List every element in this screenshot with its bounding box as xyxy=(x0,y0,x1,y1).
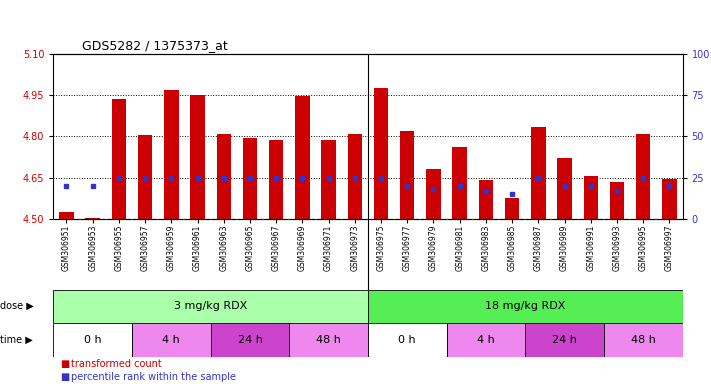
Bar xyxy=(604,323,683,357)
Text: GSM306977: GSM306977 xyxy=(402,225,412,271)
Bar xyxy=(427,169,441,219)
Text: GSM306975: GSM306975 xyxy=(377,225,385,271)
Text: GSM306969: GSM306969 xyxy=(298,225,307,271)
Bar xyxy=(374,88,388,219)
Text: GSM306987: GSM306987 xyxy=(534,225,543,271)
Bar xyxy=(85,217,100,219)
Text: GSM306985: GSM306985 xyxy=(508,225,517,271)
Bar xyxy=(53,290,368,323)
Text: GSM306971: GSM306971 xyxy=(324,225,333,271)
Text: GSM306993: GSM306993 xyxy=(612,225,621,271)
Bar xyxy=(132,323,210,357)
Bar xyxy=(217,134,231,219)
Text: 24 h: 24 h xyxy=(552,335,577,345)
Text: GSM306989: GSM306989 xyxy=(560,225,569,271)
Text: 48 h: 48 h xyxy=(316,335,341,345)
Text: GSM306965: GSM306965 xyxy=(245,225,255,271)
Bar xyxy=(348,134,362,219)
Text: GSM306973: GSM306973 xyxy=(351,225,359,271)
Text: percentile rank within the sample: percentile rank within the sample xyxy=(71,372,236,382)
Text: GSM306963: GSM306963 xyxy=(219,225,228,271)
Text: 18 mg/kg RDX: 18 mg/kg RDX xyxy=(485,301,565,311)
Bar xyxy=(400,131,415,219)
Bar xyxy=(531,127,545,219)
Text: GSM306967: GSM306967 xyxy=(272,225,281,271)
Bar xyxy=(321,141,336,219)
Bar xyxy=(610,182,624,219)
Bar xyxy=(662,179,677,219)
Bar xyxy=(164,89,178,219)
Text: transformed count: transformed count xyxy=(71,359,162,369)
Bar xyxy=(53,323,132,357)
Text: GSM306961: GSM306961 xyxy=(193,225,202,271)
Text: 4 h: 4 h xyxy=(477,335,495,345)
Bar xyxy=(191,95,205,219)
Text: GSM306983: GSM306983 xyxy=(481,225,491,271)
Bar xyxy=(505,198,519,219)
Bar xyxy=(138,135,152,219)
Bar xyxy=(452,147,467,219)
Text: GSM306957: GSM306957 xyxy=(141,225,149,271)
Text: dose ▶: dose ▶ xyxy=(0,301,33,311)
Bar xyxy=(112,99,126,219)
Text: 24 h: 24 h xyxy=(237,335,262,345)
Bar xyxy=(447,323,525,357)
Bar xyxy=(557,158,572,219)
Bar xyxy=(636,134,651,219)
Text: time ▶: time ▶ xyxy=(0,335,33,345)
Bar xyxy=(242,138,257,219)
Text: 3 mg/kg RDX: 3 mg/kg RDX xyxy=(174,301,247,311)
Bar xyxy=(525,323,604,357)
Text: GSM306979: GSM306979 xyxy=(429,225,438,271)
Bar xyxy=(59,212,74,219)
Text: GSM306991: GSM306991 xyxy=(587,225,595,271)
Text: GSM306951: GSM306951 xyxy=(62,225,71,271)
Text: GSM306959: GSM306959 xyxy=(167,225,176,271)
Bar xyxy=(269,141,284,219)
Bar xyxy=(295,96,309,219)
Text: 48 h: 48 h xyxy=(631,335,656,345)
Text: GSM306953: GSM306953 xyxy=(88,225,97,271)
Text: GDS5282 / 1375373_at: GDS5282 / 1375373_at xyxy=(82,39,228,52)
Bar xyxy=(479,180,493,219)
Text: GSM306995: GSM306995 xyxy=(638,225,648,271)
Bar xyxy=(289,323,368,357)
Bar xyxy=(368,323,447,357)
Bar xyxy=(584,176,598,219)
Text: GSM306981: GSM306981 xyxy=(455,225,464,271)
Text: GSM306955: GSM306955 xyxy=(114,225,124,271)
Text: ■: ■ xyxy=(60,359,70,369)
Text: GSM306997: GSM306997 xyxy=(665,225,674,271)
Bar xyxy=(368,290,683,323)
Bar xyxy=(210,323,289,357)
Text: 0 h: 0 h xyxy=(398,335,416,345)
Text: 4 h: 4 h xyxy=(162,335,180,345)
Text: 0 h: 0 h xyxy=(84,335,102,345)
Text: ■: ■ xyxy=(60,372,70,382)
